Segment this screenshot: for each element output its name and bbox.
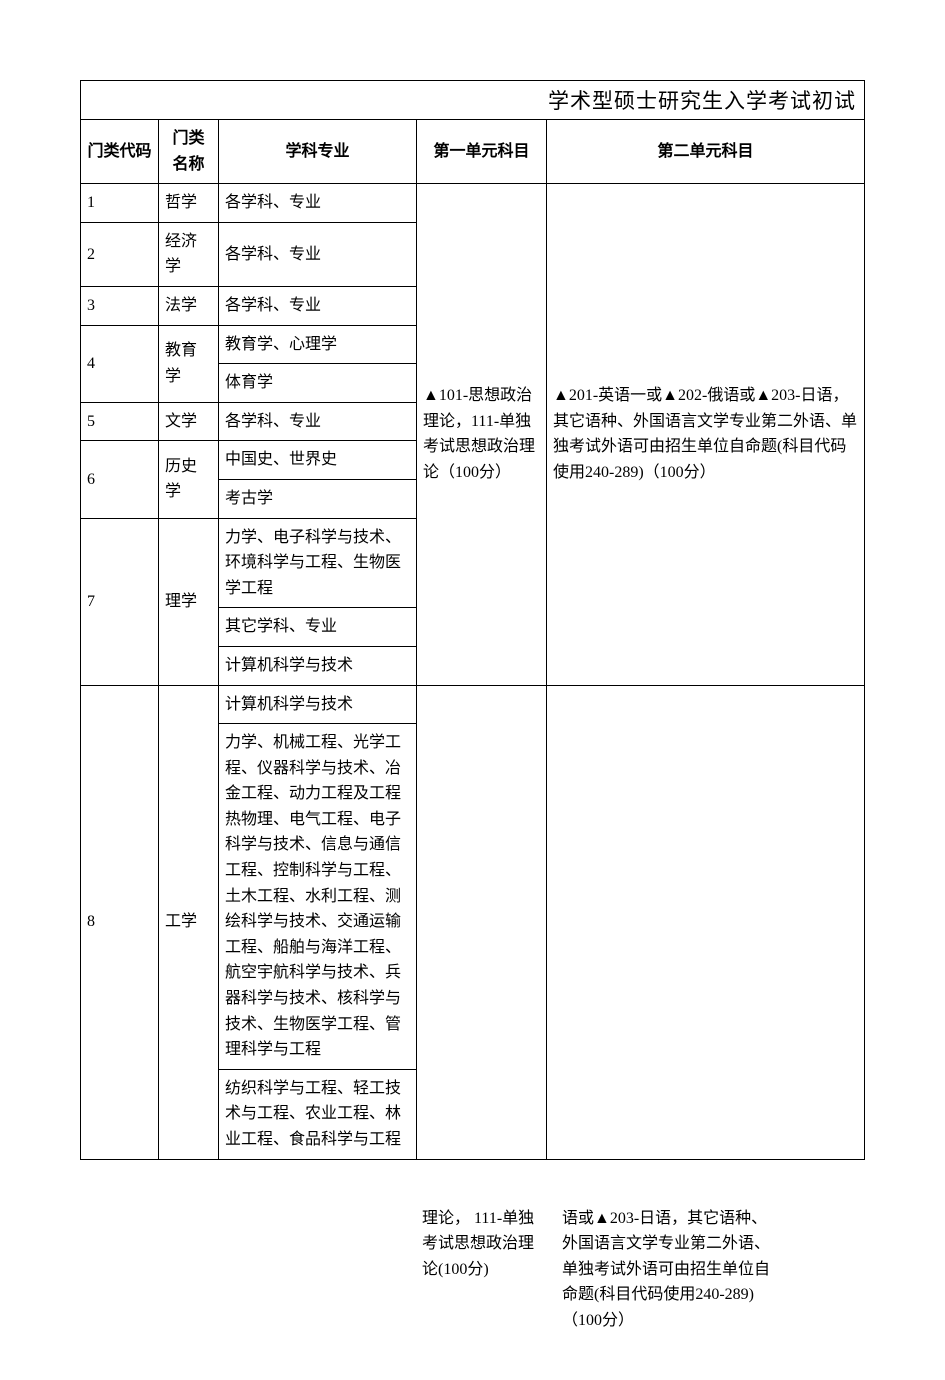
cell-category: 法学 bbox=[159, 286, 219, 325]
cell-subject: 中国史、世界史 bbox=[219, 441, 417, 480]
cell-unit2: ▲201-英语一或▲202-俄语或▲203-日语，其它语种、外国语言文学专业第二… bbox=[547, 184, 865, 685]
subjects-table: 门类代码 门类名称 学科专业 第一单元科目 第二单元科目 1 哲学 各学科、专业… bbox=[80, 119, 865, 1160]
cell-code: 5 bbox=[81, 402, 159, 441]
cell-category: 教育学 bbox=[159, 325, 219, 402]
table-row: 1 哲学 各学科、专业 ▲101-思想政治理论，111-单独考试思想政治理论（1… bbox=[81, 184, 865, 223]
cell-subject: 力学、机械工程、光学工程、仪器科学与技术、冶金工程、动力工程及工程热物理、电气工… bbox=[219, 724, 417, 1070]
header-unit2: 第二单元科目 bbox=[547, 120, 865, 184]
cell-subject: 其它学科、专业 bbox=[219, 608, 417, 647]
cell-category: 工学 bbox=[159, 685, 219, 1159]
cell-code: 1 bbox=[81, 184, 159, 223]
cell-category: 文学 bbox=[159, 402, 219, 441]
cell-code: 6 bbox=[81, 441, 159, 518]
table-row: 8 工学 计算机科学与技术 bbox=[81, 685, 865, 724]
cell-subject: 计算机科学与技术 bbox=[219, 646, 417, 685]
cell-category: 哲学 bbox=[159, 184, 219, 223]
cell-subject: 各学科、专业 bbox=[219, 222, 417, 286]
cell-subject: 教育学、心理学 bbox=[219, 325, 417, 364]
cell-subject: 计算机科学与技术 bbox=[219, 685, 417, 724]
fragment-unit1-text: 理论， 111-单独考试思想政治理论(100分) bbox=[416, 1200, 546, 1340]
cell-code: 2 bbox=[81, 222, 159, 286]
cell-subject: 各学科、专业 bbox=[219, 286, 417, 325]
overflow-fragment: 理论， 111-单独考试思想政治理论(100分) 语或▲203-日语，其它语种、… bbox=[80, 1200, 865, 1340]
cell-category: 历史学 bbox=[159, 441, 219, 518]
header-category: 门类名称 bbox=[159, 120, 219, 184]
cell-category: 经济学 bbox=[159, 222, 219, 286]
page-title: 学术型硕士研究生入学考试初试 bbox=[80, 80, 865, 119]
header-code: 门类代码 bbox=[81, 120, 159, 184]
cell-code: 7 bbox=[81, 518, 159, 685]
cell-subject: 各学科、专业 bbox=[219, 184, 417, 223]
cell-code: 3 bbox=[81, 286, 159, 325]
cell-subject: 力学、电子科学与技术、环境科学与工程、生物医学工程 bbox=[219, 518, 417, 608]
cell-subject: 各学科、专业 bbox=[219, 402, 417, 441]
table-header-row: 门类代码 门类名称 学科专业 第一单元科目 第二单元科目 bbox=[81, 120, 865, 184]
cell-subject: 考古学 bbox=[219, 479, 417, 518]
header-unit1: 第一单元科目 bbox=[417, 120, 547, 184]
cell-subject: 纺织科学与工程、轻工技术与工程、农业工程、林业工程、食品科学与工程 bbox=[219, 1069, 417, 1159]
cell-unit1: ▲101-思想政治理论，111-单独考试思想政治理论（100分） bbox=[417, 184, 547, 685]
cell-code: 8 bbox=[81, 685, 159, 1159]
cell-subject: 体育学 bbox=[219, 364, 417, 403]
header-subject: 学科专业 bbox=[219, 120, 417, 184]
cell-unit1-blank bbox=[417, 685, 547, 1159]
fragment-unit2-text: 语或▲203-日语，其它语种、外国语言文学专业第二外语、单独考试外语可由招生单位… bbox=[556, 1200, 786, 1340]
cell-unit2-blank bbox=[547, 685, 865, 1159]
cell-category: 理学 bbox=[159, 518, 219, 685]
cell-code: 4 bbox=[81, 325, 159, 402]
